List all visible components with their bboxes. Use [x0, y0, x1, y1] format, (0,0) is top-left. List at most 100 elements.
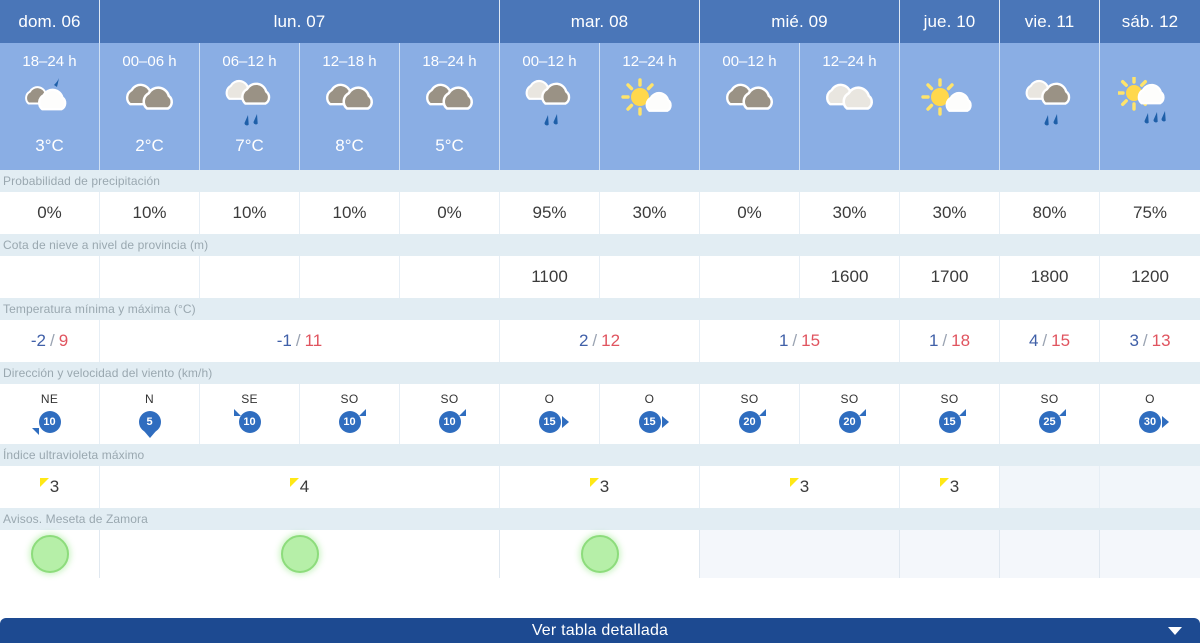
wind-direction: SE — [241, 391, 258, 406]
aviso-cell[interactable] — [100, 530, 500, 578]
period-label: 00–06 h — [122, 53, 177, 70]
wind-arrow-icon: 15 — [930, 408, 970, 436]
period-cell — [900, 43, 1000, 170]
temperature-separator: / — [592, 331, 598, 350]
uv-flag-icon — [289, 478, 299, 487]
cloudy-icon — [318, 72, 382, 134]
temperature-min: 2 — [578, 331, 589, 350]
ver-tabla-detallada-button[interactable]: Ver tabla detallada — [0, 618, 1200, 643]
uv-row: 3 4 3 3 3 — [0, 466, 1200, 508]
wind-cell: O 15 — [600, 384, 700, 444]
temperature-min: -1 — [276, 331, 292, 350]
period-temperature: 2°C — [135, 136, 164, 155]
precipitation-cell: 0% — [0, 192, 100, 234]
precipitation-cell: 0% — [700, 192, 800, 234]
temperature-row: -2/9 -1/11 2/12 1/15 1/18 4/15 3/13 — [0, 320, 1200, 362]
aviso-cell[interactable] — [0, 530, 100, 578]
wind-speed-badge: 30 — [1139, 410, 1161, 433]
cloudy-rain-icon — [518, 72, 582, 134]
wind-speed-badge: 20 — [738, 410, 761, 433]
period-cell — [1100, 43, 1200, 170]
precipitation-cell: 75% — [1100, 192, 1200, 234]
wind-direction-arrow-icon — [661, 415, 669, 428]
wind-speed-badge: 10 — [238, 410, 261, 433]
wind-cell: SO 10 — [400, 384, 500, 444]
temperature-cell: 3/13 — [1100, 320, 1200, 362]
wind-direction: O — [1145, 391, 1155, 406]
aviso-green-indicator-icon[interactable] — [280, 535, 319, 573]
wind-arrow-icon: 5 — [130, 408, 170, 438]
uv-value: 3 — [599, 477, 610, 496]
period-label: 18–24 h — [422, 53, 477, 70]
period-label: 18–24 h — [22, 53, 77, 70]
period-cell: 06–12 h 7°C — [200, 43, 300, 170]
snow-level-cell — [300, 256, 400, 298]
temperature-max: 13 — [1151, 331, 1171, 350]
temperature-min: 1 — [928, 331, 939, 350]
uv-cell: 3 — [700, 466, 900, 508]
snow-level-cell — [200, 256, 300, 298]
wind-direction-arrow-icon — [858, 408, 866, 416]
aviso-green-indicator-icon[interactable] — [30, 535, 69, 573]
aviso-cell[interactable] — [500, 530, 700, 578]
period-cell: 18–24 h 5°C — [400, 43, 500, 170]
period-label: 12–18 h — [322, 53, 377, 70]
uv-label: Índice ultravioleta máximo — [0, 444, 1200, 466]
day-header-label: sáb. 12 — [1121, 11, 1179, 31]
avisos-label: Avisos. Meseta de Zamora — [0, 508, 1200, 530]
aviso-green-indicator-icon[interactable] — [580, 535, 619, 573]
wind-direction-arrow-icon — [758, 408, 766, 416]
uv-value: 3 — [49, 477, 60, 496]
wind-arrow-icon: 15 — [530, 408, 570, 436]
wind-direction: N — [145, 391, 154, 406]
wind-direction-arrow-icon — [143, 430, 156, 438]
ver-tabla-detallada-label: Ver tabla detallada — [531, 621, 669, 639]
cloudy-icon — [718, 72, 782, 134]
day-header-cell: mar. 08 — [500, 0, 700, 43]
temperature-max: 12 — [601, 331, 621, 350]
temperature-cell: 2/12 — [500, 320, 700, 362]
day-header-cell: sáb. 12 — [1100, 0, 1200, 43]
period-label: 00–12 h — [722, 53, 777, 70]
snow-level-cell: 1200 — [1100, 256, 1200, 298]
precipitation-cell: 0% — [400, 192, 500, 234]
wind-direction-arrow-icon — [1058, 408, 1066, 416]
period-cell: 00–12 h — [500, 43, 600, 170]
period-temperature: 3°C — [35, 136, 64, 155]
snow-level-cell — [100, 256, 200, 298]
wind-speed-badge: 10 — [338, 410, 361, 433]
wind-direction: O — [644, 391, 655, 406]
period-temperature: 8°C — [335, 136, 364, 155]
uv-flag-icon — [589, 478, 599, 487]
wind-direction: SO — [340, 391, 359, 406]
wind-arrow-icon: 10 — [30, 408, 70, 436]
aviso-cell — [1100, 530, 1200, 578]
precipitation-row: 0% 10% 10% 10% 0% 95% 30% 0% 30% 30% 80% 75% — [0, 192, 1200, 234]
period-label: 12–24 h — [822, 53, 877, 70]
uv-value: 3 — [799, 477, 810, 496]
period-temperature: 5°C — [435, 136, 464, 155]
day-header-cell: mié. 09 — [700, 0, 900, 43]
cloud-sun-night-icon — [18, 72, 82, 134]
day-header-label: jue. 10 — [923, 11, 976, 31]
wind-cell: SO 20 — [700, 384, 800, 444]
wind-direction-arrow-icon — [958, 408, 966, 416]
uv-flag-icon — [789, 478, 799, 487]
uv-cell — [1000, 466, 1100, 508]
temperature-separator: / — [792, 331, 798, 350]
temperature-separator: / — [49, 331, 55, 350]
cloudy-rain-icon — [1018, 72, 1082, 134]
chevron-down-icon — [1168, 627, 1182, 635]
precipitation-cell: 10% — [100, 192, 200, 234]
snow-level-cell: 1600 — [800, 256, 900, 298]
snow-level-cell: 1100 — [500, 256, 600, 298]
wind-direction: NE — [40, 391, 59, 406]
snow-level-cell: 1700 — [900, 256, 1000, 298]
wind-speed-badge: 20 — [838, 410, 861, 433]
temperature-cell: -1/11 — [100, 320, 500, 362]
wind-direction-arrow-icon — [233, 408, 241, 416]
day-header-cell: lun. 07 — [100, 0, 500, 43]
cloudy-light-icon — [818, 72, 882, 134]
cloudy-icon — [118, 72, 182, 134]
